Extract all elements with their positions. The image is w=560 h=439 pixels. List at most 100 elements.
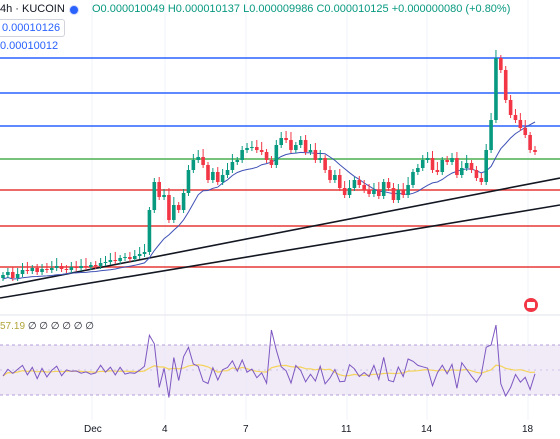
candle-body [215, 172, 220, 182]
candle-body [430, 158, 435, 170]
candle-body [406, 185, 410, 195]
candle-body [142, 252, 147, 254]
candle-body [484, 150, 488, 182]
candle-body [93, 265, 98, 266]
candle-body [147, 210, 152, 252]
candle-body [269, 160, 274, 165]
candle-body [45, 269, 49, 270]
candle-body [416, 168, 420, 172]
candle-body [250, 147, 254, 148]
candle-body [201, 157, 205, 165]
candle-body [89, 265, 93, 267]
candle-body [508, 100, 513, 115]
candle-body [386, 182, 391, 188]
candle-body [20, 270, 25, 274]
symbol-label[interactable]: 4h · KUCOIN [0, 3, 65, 15]
candle-body [294, 145, 298, 150]
candle-body [40, 269, 44, 272]
candle-body [254, 147, 259, 150]
trendlines[interactable] [0, 177, 560, 299]
x-label-4: 4 [162, 424, 168, 435]
candle-body [357, 180, 362, 185]
candle-body [137, 254, 142, 256]
candle-body [420, 160, 425, 168]
candle-body [167, 195, 171, 220]
candle-body [186, 170, 191, 193]
candle-body [435, 170, 440, 172]
rsi-legend[interactable]: 57.19 ∅ ∅ ∅ ∅ ∅ ∅ [0, 321, 94, 332]
candle-body [1, 275, 5, 278]
candle-body [191, 160, 196, 170]
candle-body [30, 268, 35, 271]
candle-body [123, 257, 127, 258]
candle-body [220, 175, 225, 182]
candle-body [284, 138, 288, 140]
rsi-ma-line [2, 364, 536, 377]
candle-body [469, 163, 474, 170]
x-label-11: 11 [341, 424, 352, 435]
candle-body [440, 160, 445, 172]
candle-body [289, 140, 293, 150]
rsi-value: 57.19 [0, 321, 26, 332]
moving-average-line [2, 121, 536, 280]
candle-body [494, 58, 498, 120]
candle-body [445, 160, 449, 162]
candle-body [362, 185, 366, 190]
candle-body [181, 193, 186, 210]
rsi-placeholders: ∅ ∅ ∅ ∅ ∅ ∅ [27, 321, 94, 332]
market-status-dot [69, 5, 79, 15]
candle-body [425, 158, 430, 160]
candle-body [211, 172, 215, 180]
candle-body [98, 263, 103, 266]
candle-body [372, 190, 376, 194]
candle-body [176, 205, 181, 210]
candle-body [518, 120, 523, 128]
candle-body [274, 145, 279, 165]
candle-body [103, 262, 108, 263]
candle-body [396, 190, 401, 200]
candle-body [401, 190, 406, 195]
candle-body [235, 160, 240, 162]
x-label-7: 7 [243, 424, 249, 435]
price-pill[interactable]: 0.00010126 [0, 19, 66, 37]
candle-body [411, 172, 415, 185]
candle-body [172, 205, 176, 220]
candle-body [152, 182, 157, 210]
candle-body [206, 165, 210, 180]
candle-body [196, 157, 201, 160]
candle-body [79, 266, 83, 268]
candle-body [69, 267, 74, 270]
candle-body [35, 268, 39, 272]
candle-body [64, 269, 69, 270]
candle-body [323, 158, 327, 170]
x-label-14: 14 [421, 424, 433, 435]
candle-body [533, 150, 537, 152]
candle-body [279, 138, 284, 145]
ohlc-readout: O0.000010049 H0.000010137 L0.000009986 C… [92, 3, 511, 15]
event-flag-icon[interactable] [524, 298, 538, 312]
candle-body [381, 182, 386, 196]
chart-header: 4h · KUCOIN O0.000010049 H0.000010137 L0… [0, 0, 560, 18]
candle-body [50, 268, 54, 270]
horizontal-levels[interactable] [0, 57, 560, 268]
candle-body [54, 266, 59, 268]
candle-body [377, 190, 381, 196]
candle-body [118, 258, 122, 261]
candle-body [6, 272, 10, 275]
candle-body [25, 270, 30, 271]
candle-body [308, 150, 313, 152]
candle-body [328, 170, 332, 180]
candle-body [84, 266, 88, 267]
rsi-line [2, 324, 536, 398]
candle-body [391, 188, 396, 200]
x-label-dec: Dec [84, 424, 102, 435]
candle-body [240, 150, 244, 160]
candle-body [259, 150, 264, 152]
candle-body [74, 267, 79, 268]
candle-body [450, 158, 454, 162]
price-label-secondary: 0.00010012 [0, 40, 59, 52]
candle-body [489, 120, 493, 150]
candle-body [303, 140, 308, 152]
